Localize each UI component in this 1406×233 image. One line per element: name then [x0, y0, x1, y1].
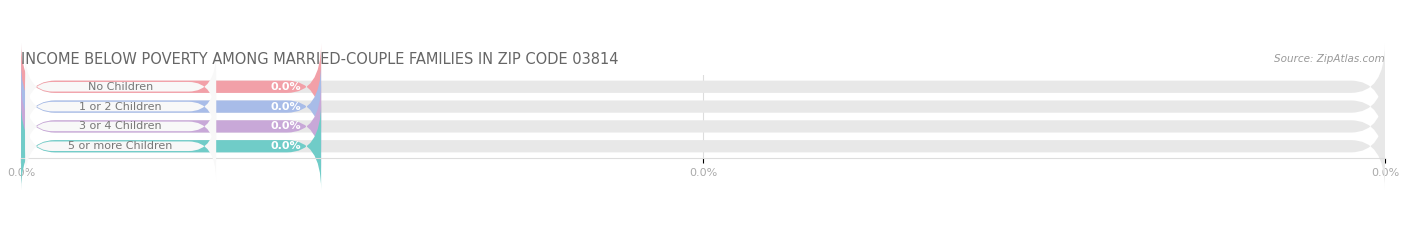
FancyBboxPatch shape — [25, 92, 217, 161]
FancyBboxPatch shape — [21, 103, 1385, 190]
FancyBboxPatch shape — [21, 43, 1385, 130]
FancyBboxPatch shape — [21, 63, 1385, 150]
FancyBboxPatch shape — [21, 83, 1385, 170]
FancyBboxPatch shape — [25, 111, 217, 181]
Text: 0.0%: 0.0% — [270, 121, 301, 131]
FancyBboxPatch shape — [25, 52, 217, 122]
Text: 5 or more Children: 5 or more Children — [69, 141, 173, 151]
Text: 0.0%: 0.0% — [270, 141, 301, 151]
FancyBboxPatch shape — [21, 63, 321, 150]
Text: Source: ZipAtlas.com: Source: ZipAtlas.com — [1274, 54, 1385, 64]
FancyBboxPatch shape — [21, 83, 321, 170]
FancyBboxPatch shape — [21, 103, 321, 190]
Text: 0.0%: 0.0% — [270, 102, 301, 112]
Text: INCOME BELOW POVERTY AMONG MARRIED-COUPLE FAMILIES IN ZIP CODE 03814: INCOME BELOW POVERTY AMONG MARRIED-COUPL… — [21, 52, 619, 67]
Text: No Children: No Children — [89, 82, 153, 92]
Text: 0.0%: 0.0% — [270, 82, 301, 92]
Text: 1 or 2 Children: 1 or 2 Children — [79, 102, 162, 112]
FancyBboxPatch shape — [25, 72, 217, 141]
Text: 3 or 4 Children: 3 or 4 Children — [79, 121, 162, 131]
FancyBboxPatch shape — [21, 43, 321, 130]
